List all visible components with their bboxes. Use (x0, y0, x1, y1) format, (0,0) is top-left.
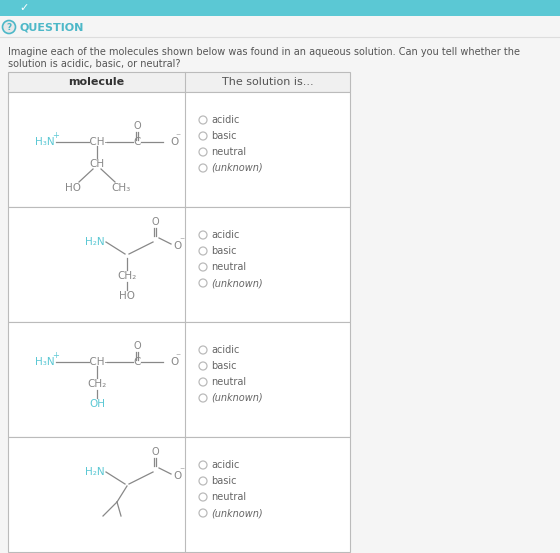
Text: ⁻: ⁻ (179, 236, 185, 246)
Circle shape (199, 148, 207, 156)
Text: (unknown): (unknown) (211, 508, 263, 518)
Text: O: O (133, 121, 141, 131)
Text: (unknown): (unknown) (211, 163, 263, 173)
Text: —CH—: —CH— (79, 357, 115, 367)
Circle shape (2, 20, 16, 34)
FancyBboxPatch shape (8, 322, 350, 437)
Circle shape (199, 116, 207, 124)
Text: acidic: acidic (211, 460, 239, 470)
Circle shape (199, 279, 207, 287)
Text: O: O (173, 471, 181, 481)
Text: neutral: neutral (211, 377, 246, 387)
Circle shape (199, 461, 207, 469)
Circle shape (199, 394, 207, 402)
Text: O: O (151, 447, 159, 457)
Text: O: O (151, 217, 159, 227)
Text: O: O (133, 341, 141, 351)
Text: neutral: neutral (211, 262, 246, 272)
Circle shape (199, 247, 207, 255)
Text: ⁻: ⁻ (175, 352, 180, 362)
Text: H₃N: H₃N (35, 137, 55, 147)
Text: C: C (133, 137, 141, 147)
FancyBboxPatch shape (0, 0, 560, 16)
Text: H₂N: H₂N (85, 467, 105, 477)
Text: basic: basic (211, 361, 236, 371)
Text: basic: basic (211, 476, 236, 486)
Text: acidic: acidic (211, 345, 239, 355)
Text: +: + (53, 132, 59, 140)
Text: CH₃: CH₃ (111, 183, 130, 193)
Text: O: O (170, 137, 178, 147)
Text: ⁻: ⁻ (179, 466, 185, 476)
Text: (unknown): (unknown) (211, 393, 263, 403)
Circle shape (199, 362, 207, 370)
Text: O: O (173, 241, 181, 251)
Text: CH₂: CH₂ (118, 271, 137, 281)
Text: H₂N: H₂N (85, 237, 105, 247)
Text: basic: basic (211, 246, 236, 256)
Circle shape (199, 346, 207, 354)
Text: CH: CH (90, 159, 105, 169)
Text: molecule: molecule (68, 77, 124, 87)
Text: H₃N: H₃N (35, 357, 55, 367)
Text: QUESTION: QUESTION (20, 22, 85, 32)
Circle shape (199, 263, 207, 271)
Text: C: C (133, 357, 141, 367)
Circle shape (199, 477, 207, 485)
Text: neutral: neutral (211, 147, 246, 157)
Text: OH: OH (89, 399, 105, 409)
Circle shape (199, 493, 207, 501)
Text: O: O (170, 357, 178, 367)
FancyBboxPatch shape (8, 437, 350, 552)
Text: (unknown): (unknown) (211, 278, 263, 288)
Text: neutral: neutral (211, 492, 246, 502)
Circle shape (199, 509, 207, 517)
Circle shape (199, 378, 207, 386)
Text: ?: ? (6, 23, 12, 32)
Circle shape (199, 231, 207, 239)
Text: Imagine each of the molecules shown below was found in an aqueous solution. Can : Imagine each of the molecules shown belo… (8, 47, 520, 69)
Text: The solution is...: The solution is... (222, 77, 313, 87)
Text: HO: HO (119, 291, 135, 301)
Text: ✓: ✓ (19, 3, 29, 13)
Circle shape (199, 164, 207, 172)
Text: +: + (53, 352, 59, 361)
FancyBboxPatch shape (8, 207, 350, 322)
Text: ⁻: ⁻ (175, 132, 180, 142)
Text: acidic: acidic (211, 115, 239, 125)
Text: —CH—: —CH— (79, 137, 115, 147)
FancyBboxPatch shape (8, 72, 350, 92)
Text: basic: basic (211, 131, 236, 141)
FancyBboxPatch shape (8, 92, 350, 207)
Text: HO: HO (65, 183, 81, 193)
Text: acidic: acidic (211, 230, 239, 240)
Text: CH₂: CH₂ (87, 379, 106, 389)
Circle shape (199, 132, 207, 140)
